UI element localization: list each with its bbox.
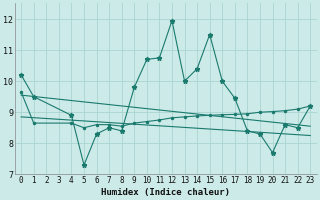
X-axis label: Humidex (Indice chaleur): Humidex (Indice chaleur) xyxy=(101,188,230,197)
